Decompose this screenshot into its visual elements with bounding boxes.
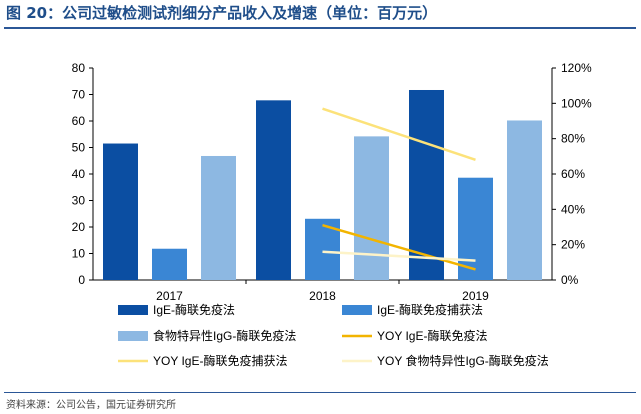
x-tick-label: 2017 bbox=[156, 289, 183, 303]
legend-swatch bbox=[118, 331, 148, 341]
right-tick-label: 0% bbox=[561, 273, 579, 287]
title-rule bbox=[4, 27, 636, 29]
right-tick-label: 40% bbox=[561, 202, 585, 216]
right-tick-label: 120% bbox=[561, 61, 592, 75]
lines-group bbox=[322, 107, 476, 271]
x-tick-label: 2018 bbox=[309, 289, 336, 303]
left-tick-label: 10 bbox=[72, 247, 86, 261]
axes-group: 0 10 20 30 40 50 60 70 80 0% 20% 40% 60% 80% 100% 120% 2… bbox=[72, 61, 592, 303]
legend-label: IgE-酶联免疫法 bbox=[153, 302, 235, 317]
right-tick-label: 20% bbox=[561, 238, 585, 252]
left-tick-label: 60 bbox=[72, 114, 86, 128]
source-note: 资料来源：公司公告，国元证券研究所 bbox=[6, 400, 176, 411]
bar bbox=[201, 155, 236, 280]
bar bbox=[152, 248, 187, 280]
left-tick-label: 50 bbox=[72, 141, 86, 155]
legend-label: 食物特异性IgG-酶联免疫法 bbox=[153, 328, 296, 343]
bar bbox=[103, 143, 138, 280]
bar bbox=[256, 100, 291, 280]
right-tick-label: 60% bbox=[561, 167, 585, 181]
legend-label: YOY IgE-酶联免疫捕获法 bbox=[153, 353, 287, 368]
bar bbox=[409, 89, 444, 280]
source-rule bbox=[4, 392, 636, 393]
legend-label: YOY IgE-酶联免疫法 bbox=[377, 328, 487, 343]
series-line bbox=[322, 224, 476, 271]
left-tick-label: 0 bbox=[78, 273, 85, 287]
left-tick-label: 20 bbox=[72, 220, 86, 234]
right-tick-label: 80% bbox=[561, 132, 585, 146]
series-line bbox=[322, 107, 476, 162]
bar bbox=[354, 136, 389, 280]
right-tick-label: 100% bbox=[561, 96, 592, 110]
series-line bbox=[322, 250, 476, 262]
left-tick-label: 70 bbox=[72, 88, 86, 102]
legend-swatch bbox=[342, 305, 372, 315]
bars-group bbox=[103, 89, 542, 280]
legend-swatch bbox=[118, 305, 148, 315]
x-tick-label: 2019 bbox=[462, 289, 489, 303]
chart-svg: 0 10 20 30 40 50 60 70 80 0% 20% 40% 60% 80% 100% 120% 2… bbox=[72, 61, 592, 368]
figure-title: 图 20：公司过敏检测试剂细分产品收入及增速（单位：百万元） bbox=[6, 4, 438, 22]
left-tick-label: 80 bbox=[72, 61, 86, 75]
left-tick-label: 40 bbox=[72, 167, 86, 181]
legend-label: YOY 食物特异性IgG-酶联免疫法 bbox=[377, 353, 549, 368]
bar bbox=[458, 177, 493, 280]
bar bbox=[507, 120, 542, 280]
legend-label: IgE-酶联免疫捕获法 bbox=[377, 302, 483, 317]
left-tick-label: 30 bbox=[72, 194, 86, 208]
